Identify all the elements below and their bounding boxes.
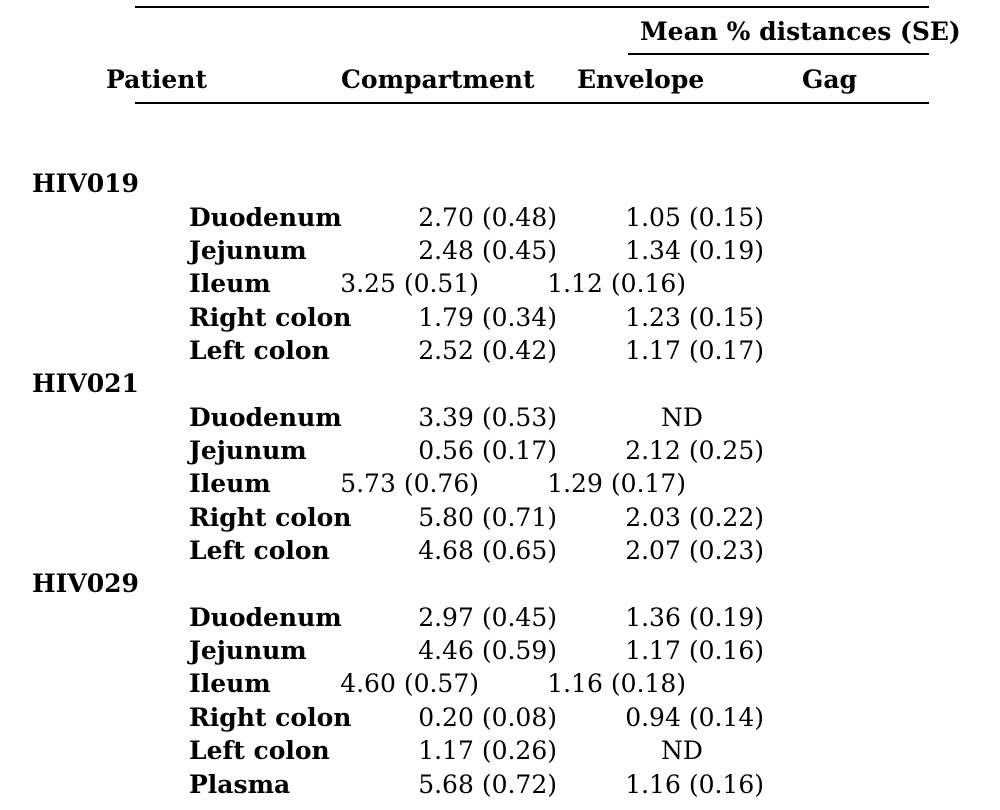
envelope-cell: 4.46 (0.59) xyxy=(418,635,557,665)
gag-cell: 1.29 (0.17) xyxy=(547,469,686,499)
envelope-cell: 5.73 (0.76) xyxy=(340,469,479,499)
column-header-patient: Patient xyxy=(106,65,208,94)
compartment-cell: Duodenum xyxy=(189,402,342,432)
compartment-cell: Left colon xyxy=(189,736,330,766)
compartment-cell: Duodenum xyxy=(189,602,342,632)
gag-cell: ND xyxy=(661,402,703,432)
gag-cell: 1.34 (0.19) xyxy=(625,235,764,265)
column-header-envelope: Envelope xyxy=(577,65,705,94)
envelope-cell: 2.70 (0.48) xyxy=(418,202,557,232)
compartment-cell: Jejunum xyxy=(189,235,307,265)
compartment-cell: Ileum xyxy=(189,269,271,299)
envelope-cell: 2.97 (0.45) xyxy=(418,602,557,632)
gag-cell: 1.16 (0.16) xyxy=(625,769,764,799)
compartment-cell: Right colon xyxy=(189,502,352,532)
envelope-cell: 3.25 (0.51) xyxy=(340,269,479,299)
gag-cell: 1.36 (0.19) xyxy=(625,602,764,632)
gag-cell: 1.05 (0.15) xyxy=(625,202,764,232)
table-top-rule xyxy=(135,6,929,8)
patient-label: HIV029 xyxy=(32,569,139,598)
gag-cell: 1.23 (0.15) xyxy=(625,302,764,332)
gag-cell: 0.94 (0.14) xyxy=(625,702,764,732)
compartment-cell: Jejunum xyxy=(189,435,307,465)
envelope-cell: 3.39 (0.53) xyxy=(418,402,557,432)
gag-cell: 1.12 (0.16) xyxy=(547,269,686,299)
envelope-cell: 1.17 (0.26) xyxy=(418,736,557,766)
envelope-cell: 5.68 (0.72) xyxy=(418,769,557,799)
compartment-cell: Right colon xyxy=(189,702,352,732)
envelope-cell: 2.52 (0.42) xyxy=(418,336,557,366)
envelope-cell: 4.60 (0.57) xyxy=(340,669,479,699)
envelope-cell: 1.79 (0.34) xyxy=(418,302,557,332)
compartment-cell: Left colon xyxy=(189,336,330,366)
envelope-cell: 5.80 (0.71) xyxy=(418,502,557,532)
header-bottom-rule xyxy=(135,102,929,104)
gag-cell: 1.17 (0.16) xyxy=(625,635,764,665)
compartment-cell: Ileum xyxy=(189,469,271,499)
gag-cell: 1.16 (0.18) xyxy=(547,669,686,699)
compartment-cell: Ileum xyxy=(189,669,271,699)
envelope-cell: 0.56 (0.17) xyxy=(418,435,557,465)
envelope-cell: 4.68 (0.65) xyxy=(418,536,557,566)
column-header-gag: Gag xyxy=(802,65,858,94)
compartment-cell: Left colon xyxy=(189,536,330,566)
gag-cell: 1.17 (0.17) xyxy=(625,336,764,366)
patient-label: HIV019 xyxy=(32,169,139,198)
envelope-cell: 2.48 (0.45) xyxy=(418,235,557,265)
compartment-cell: Jejunum xyxy=(189,635,307,665)
group-header-label: Mean % distances (SE) xyxy=(640,17,961,46)
compartment-cell: Right colon xyxy=(189,302,352,332)
group-header-rule xyxy=(628,53,929,55)
gag-cell: 2.07 (0.23) xyxy=(625,536,764,566)
envelope-cell: 0.20 (0.08) xyxy=(418,702,557,732)
patient-label: HIV021 xyxy=(32,369,139,398)
compartment-cell: Plasma xyxy=(189,769,291,799)
gag-cell: 2.12 (0.25) xyxy=(625,435,764,465)
column-header-compartment: Compartment xyxy=(341,65,535,94)
compartment-cell: Duodenum xyxy=(189,202,342,232)
gag-cell: ND xyxy=(661,736,703,766)
gag-cell: 2.03 (0.22) xyxy=(625,502,764,532)
